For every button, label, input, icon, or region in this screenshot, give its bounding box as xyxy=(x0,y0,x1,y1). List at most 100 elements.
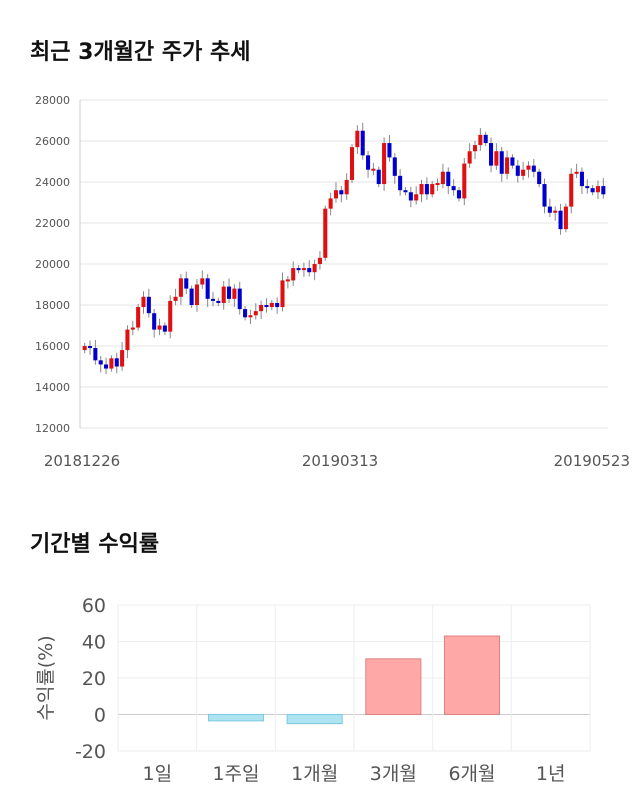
candle-body xyxy=(585,186,590,189)
candle-body xyxy=(216,300,221,303)
candle-body xyxy=(93,348,98,361)
candle-body xyxy=(168,300,173,332)
bar-y-label: 수익률(%) xyxy=(35,635,57,720)
candle-body xyxy=(248,315,253,318)
return-bar xyxy=(286,714,343,725)
candle-body xyxy=(173,296,178,301)
x-tick-label: 1일 xyxy=(143,763,173,785)
candle-body xyxy=(414,194,419,201)
y-tick-label: 24000 xyxy=(35,176,70,189)
candle-body xyxy=(499,151,504,174)
candle-body xyxy=(328,198,333,209)
candle-body xyxy=(569,173,574,207)
candle-body xyxy=(408,192,413,201)
candle-body xyxy=(296,268,301,271)
x-tick-label: 1년 xyxy=(536,763,566,785)
y-axis-label: 수익률(%) xyxy=(35,635,57,720)
return-bar xyxy=(443,635,501,715)
y-tick-label: 22000 xyxy=(35,217,70,230)
x-tick-label: 6개월 xyxy=(448,763,495,785)
y-tick-label: 40 xyxy=(82,632,106,654)
candle-body xyxy=(312,264,317,273)
candle-body xyxy=(505,157,510,174)
candle-body xyxy=(317,257,322,264)
candle-body xyxy=(210,298,216,301)
candle-body xyxy=(371,168,376,171)
candle-body xyxy=(440,171,445,185)
candle-body xyxy=(301,268,306,271)
candle-body xyxy=(542,184,547,207)
candle-body xyxy=(494,151,499,166)
candle-body xyxy=(590,188,595,193)
candle-y-ticks: 12000 14000 16000 18000 20000 22000 24000 26000… xyxy=(35,94,70,435)
returns-title: 기간별 수익률 xyxy=(30,532,160,557)
candle-body xyxy=(333,190,339,199)
x-tick-label: 1개월 xyxy=(291,763,338,785)
x-tick-label: 3개월 xyxy=(370,763,417,785)
candle-body xyxy=(120,350,125,367)
candle-body xyxy=(483,134,488,144)
y-tick-label: 20 xyxy=(82,668,106,690)
candle-body xyxy=(109,358,114,369)
candle-body xyxy=(424,184,429,195)
candle-body xyxy=(382,143,387,185)
candle-body xyxy=(531,165,536,172)
candle-body xyxy=(200,278,205,285)
candle-body xyxy=(419,184,424,195)
candle-body xyxy=(398,175,403,191)
candle-body xyxy=(87,346,93,349)
candlestick-chart: 12000 14000 16000 18000 20000 22000 24000 26000… xyxy=(35,94,630,470)
candle-body xyxy=(323,208,328,258)
candle-body xyxy=(125,329,130,351)
y-tick-label: 20000 xyxy=(35,258,70,271)
candle-body xyxy=(275,302,280,308)
candle-body xyxy=(521,169,526,176)
candle-body xyxy=(221,286,226,303)
candle-body xyxy=(446,171,451,187)
candle-body xyxy=(178,278,183,297)
candle-body xyxy=(595,186,601,193)
candle-body xyxy=(462,163,467,199)
candle-body xyxy=(579,171,584,187)
candle-body xyxy=(307,268,312,273)
candle-body xyxy=(82,346,87,351)
candle-body xyxy=(472,145,478,152)
y-tick-label: -20 xyxy=(75,741,106,763)
candle-body xyxy=(360,130,365,156)
candle-body xyxy=(387,143,392,158)
returns-bar-chart: -20 0 20 40 60 1일 1주일 1개월 3개월 6개월 1년 수익률(%) xyxy=(35,595,591,785)
candle-body xyxy=(232,288,237,299)
candle-body xyxy=(264,305,269,308)
candle-body xyxy=(243,309,248,318)
bar-grid xyxy=(117,604,591,752)
candle-body xyxy=(285,279,290,282)
candle-body xyxy=(349,147,355,180)
candle-body xyxy=(259,305,264,312)
candle-body xyxy=(558,210,563,230)
candle-body xyxy=(141,296,146,308)
candle-body xyxy=(489,143,494,166)
candle-body xyxy=(376,169,381,185)
y-tick-label: 18000 xyxy=(35,299,70,312)
candle-body xyxy=(478,134,483,146)
candle-x-ticks: 20181226 20190313 20190523 xyxy=(44,452,630,470)
candle-body xyxy=(205,278,210,299)
candle-body xyxy=(601,186,606,195)
candle-body xyxy=(456,190,461,199)
candle-body xyxy=(162,325,167,332)
candle-body xyxy=(291,268,296,281)
bar-y-ticks: -20 0 20 40 60 xyxy=(75,595,106,763)
candle-body xyxy=(451,186,456,191)
candle-body xyxy=(280,280,285,308)
candle-body xyxy=(403,190,408,193)
y-tick-label: 12000 xyxy=(35,422,70,435)
candle-body xyxy=(98,360,103,365)
y-tick-label: 60 xyxy=(82,595,106,617)
candle-body xyxy=(547,206,552,213)
x-tick-label: 20190313 xyxy=(302,452,378,470)
y-tick-label: 16000 xyxy=(35,340,70,353)
candle-body xyxy=(269,302,274,308)
candle-body xyxy=(253,311,258,316)
candle-body xyxy=(526,165,531,170)
return-bar xyxy=(365,658,422,715)
